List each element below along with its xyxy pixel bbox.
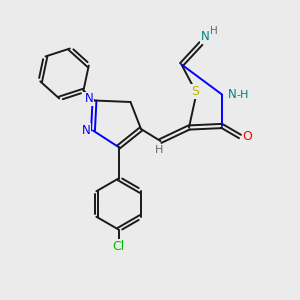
Text: N: N [200, 30, 209, 44]
Text: H: H [155, 145, 163, 155]
Text: O: O [243, 130, 252, 143]
Text: N: N [228, 88, 237, 101]
Text: Cl: Cl [112, 239, 124, 253]
Text: S: S [191, 85, 199, 98]
Text: -H: -H [236, 89, 249, 100]
Text: N: N [85, 92, 94, 106]
Text: H: H [210, 26, 218, 37]
Text: N: N [82, 124, 91, 137]
